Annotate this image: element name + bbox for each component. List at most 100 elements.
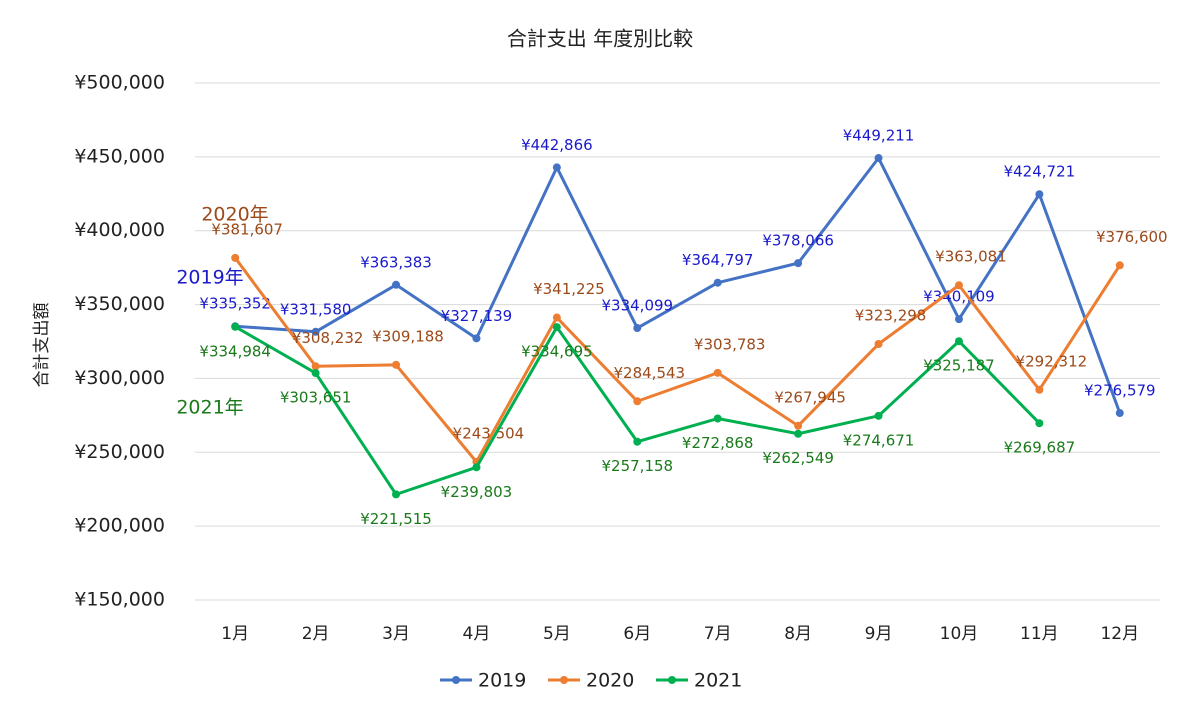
data-label: ¥262,549 bbox=[762, 449, 834, 467]
x-tick-label: 9月 bbox=[865, 624, 893, 644]
y-tick-label: ¥400,000 bbox=[74, 219, 165, 241]
data-label: ¥364,797 bbox=[682, 251, 754, 269]
data-label: ¥335,352 bbox=[199, 295, 271, 313]
data-label: ¥334,695 bbox=[521, 343, 593, 361]
data-label: ¥292,312 bbox=[1016, 352, 1088, 370]
data-point bbox=[1035, 190, 1044, 199]
data-point bbox=[311, 369, 320, 378]
series-tag: 2021年 bbox=[176, 397, 243, 419]
data-label: ¥274,671 bbox=[843, 431, 915, 449]
data-point bbox=[311, 327, 320, 336]
data-point bbox=[231, 322, 240, 331]
y-axis-title: 合計支出額 bbox=[32, 303, 52, 388]
data-label: ¥334,099 bbox=[602, 297, 674, 315]
data-point bbox=[874, 340, 883, 349]
data-label: ¥381,607 bbox=[211, 220, 283, 238]
data-point bbox=[633, 397, 642, 406]
data-label: ¥257,158 bbox=[602, 457, 674, 475]
data-point bbox=[472, 463, 481, 472]
data-point bbox=[713, 368, 722, 377]
data-point bbox=[392, 360, 401, 369]
data-label: ¥331,580 bbox=[280, 300, 352, 318]
legend-label: 2021 bbox=[694, 670, 742, 692]
x-tick-label: 7月 bbox=[704, 624, 732, 644]
series-tag: 2019年 bbox=[176, 267, 243, 289]
legend-label: 2019 bbox=[478, 670, 526, 692]
y-tick-label: ¥350,000 bbox=[74, 293, 165, 315]
y-tick-label: ¥500,000 bbox=[74, 72, 165, 94]
data-point bbox=[472, 334, 481, 343]
data-point bbox=[1035, 385, 1044, 394]
data-point bbox=[633, 324, 642, 333]
data-point bbox=[954, 281, 963, 290]
data-point bbox=[231, 253, 240, 262]
y-tick-label: ¥250,000 bbox=[74, 441, 165, 463]
legend-marker bbox=[452, 676, 460, 684]
data-point bbox=[311, 362, 320, 371]
y-tick-label: ¥300,000 bbox=[74, 367, 165, 389]
data-label: ¥334,984 bbox=[199, 342, 271, 360]
data-point bbox=[713, 278, 722, 287]
y-tick-label: ¥150,000 bbox=[74, 589, 165, 611]
x-tick-label: 10月 bbox=[940, 624, 979, 644]
data-point bbox=[552, 323, 561, 332]
data-point bbox=[392, 490, 401, 499]
data-point bbox=[392, 280, 401, 289]
x-tick-label: 12月 bbox=[1100, 624, 1139, 644]
data-point bbox=[633, 437, 642, 446]
data-label: ¥449,211 bbox=[843, 127, 915, 145]
data-label: ¥284,543 bbox=[614, 364, 686, 382]
data-point bbox=[1115, 409, 1124, 418]
series-line bbox=[235, 156, 1122, 414]
x-tick-label: 11月 bbox=[1020, 624, 1059, 644]
x-tick-label: 6月 bbox=[623, 624, 651, 644]
data-label: ¥309,188 bbox=[372, 327, 444, 345]
series-line bbox=[234, 256, 1122, 464]
x-tick-label: 1月 bbox=[221, 624, 249, 644]
legend-marker bbox=[668, 676, 676, 684]
data-label: ¥269,687 bbox=[1004, 439, 1076, 457]
data-label: ¥376,600 bbox=[1096, 228, 1168, 246]
x-tick-label: 2月 bbox=[302, 624, 330, 644]
data-label: ¥221,515 bbox=[360, 510, 432, 528]
y-tick-label: ¥450,000 bbox=[74, 145, 165, 167]
x-tick-label: 3月 bbox=[382, 624, 410, 644]
data-point bbox=[794, 421, 803, 430]
data-point bbox=[713, 414, 722, 423]
data-label: ¥323,298 bbox=[855, 307, 927, 325]
data-point bbox=[1115, 261, 1124, 270]
data-label: ¥378,066 bbox=[762, 232, 834, 250]
data-label: ¥424,721 bbox=[1004, 163, 1076, 181]
data-point bbox=[954, 315, 963, 324]
data-label: ¥327,139 bbox=[441, 307, 513, 325]
data-label: ¥363,383 bbox=[360, 253, 432, 271]
y-tick-label: ¥200,000 bbox=[74, 515, 165, 537]
data-point bbox=[552, 163, 561, 172]
data-point bbox=[954, 337, 963, 346]
data-label: ¥308,232 bbox=[292, 329, 364, 347]
data-point bbox=[552, 313, 561, 322]
x-tick-label: 5月 bbox=[543, 624, 571, 644]
data-label: ¥363,081 bbox=[935, 248, 1007, 266]
data-label: ¥340,109 bbox=[923, 288, 995, 306]
data-label: ¥243,504 bbox=[453, 424, 525, 442]
data-label: ¥303,651 bbox=[280, 389, 352, 407]
data-point bbox=[794, 259, 803, 268]
data-label: ¥303,783 bbox=[694, 335, 766, 353]
legend-label: 2020 bbox=[586, 670, 634, 692]
data-label: ¥325,187 bbox=[923, 357, 995, 375]
data-point bbox=[874, 154, 883, 163]
legend-marker bbox=[560, 676, 568, 684]
x-tick-label: 8月 bbox=[784, 624, 812, 644]
data-point bbox=[874, 411, 883, 420]
data-point bbox=[1035, 419, 1044, 428]
data-label: ¥267,945 bbox=[774, 388, 846, 406]
data-label: ¥341,225 bbox=[533, 280, 605, 298]
x-tick-label: 4月 bbox=[463, 624, 491, 644]
data-label: ¥272,868 bbox=[682, 434, 754, 452]
chart-title: 合計支出 年度別比較 bbox=[507, 27, 693, 51]
data-point bbox=[794, 429, 803, 438]
data-label: ¥442,866 bbox=[521, 136, 593, 154]
data-label: ¥276,579 bbox=[1084, 382, 1156, 400]
